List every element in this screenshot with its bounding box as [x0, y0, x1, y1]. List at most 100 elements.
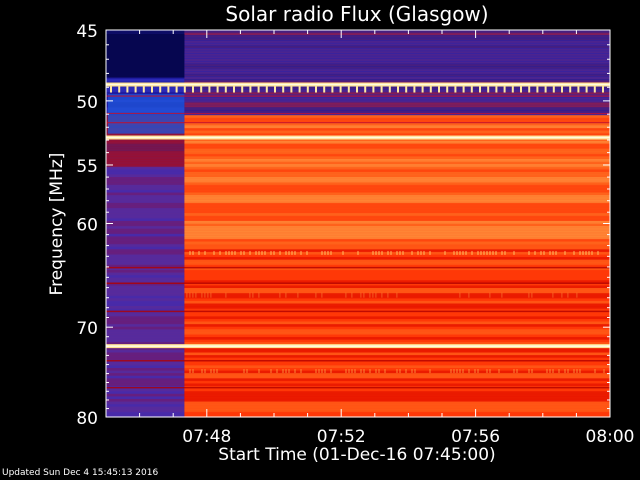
post-onset-row: [184, 91, 610, 96]
post-onset-row: [184, 161, 610, 165]
rfi-speck: [462, 250, 464, 255]
post-onset-row: [184, 233, 610, 237]
rfi-speck: [219, 250, 221, 255]
rfi-speck: [468, 292, 470, 298]
band-periodic-mark: [257, 86, 260, 93]
rfi-speck: [399, 250, 401, 255]
pre-onset-row: [106, 210, 185, 214]
pre-onset-row: [106, 316, 185, 320]
pre-onset-row: [106, 288, 185, 292]
post-onset-row: [184, 378, 610, 382]
rfi-speck: [567, 292, 569, 298]
pre-onset-row: [106, 174, 185, 178]
rfi-speck: [423, 250, 425, 255]
rfi-speck: [489, 369, 491, 374]
post-onset-row: [184, 365, 610, 369]
post-onset-row: [184, 277, 610, 281]
rfi-speck: [195, 292, 197, 298]
rfi-speck: [351, 369, 353, 374]
rfi-speck: [543, 250, 545, 255]
rfi-speck: [552, 250, 554, 255]
pre-onset-row: [106, 329, 185, 333]
rfi-speck: [561, 292, 563, 298]
rfi-speck: [513, 369, 515, 374]
post-onset-row: [184, 60, 610, 65]
rfi-speck: [192, 369, 194, 374]
band-periodic-mark: [265, 86, 268, 93]
pre-onset-row: [106, 169, 185, 173]
post-onset-row: [184, 35, 610, 39]
pre-onset-row: [106, 76, 185, 80]
rfi-speck: [378, 369, 380, 374]
band-periodic-mark: [274, 86, 276, 93]
band-periodic-mark: [208, 86, 211, 93]
rfi-speck: [459, 292, 461, 298]
post-onset-row: [184, 401, 610, 405]
post-onset-row: [184, 300, 610, 305]
post-onset-row: [184, 254, 610, 258]
rfi-speck: [564, 369, 566, 374]
post-onset-row: [184, 42, 610, 47]
post-onset-row: [184, 200, 610, 204]
band-periodic-mark: [372, 86, 375, 93]
post-onset-row: [184, 259, 610, 263]
rfi-speck: [285, 250, 287, 255]
pre-onset-row: [106, 200, 185, 204]
post-onset-row: [184, 164, 610, 168]
pre-onset-row: [106, 184, 185, 188]
pre-onset-row: [106, 347, 185, 351]
post-onset-row: [184, 257, 610, 261]
rfi-speck: [585, 250, 587, 255]
rfi-speck: [225, 250, 227, 255]
pre-onset-row: [106, 339, 185, 343]
x-axis-label: Start Time (01-Dec-16 07:45:00): [218, 445, 495, 465]
rfi-speck: [345, 369, 347, 374]
band-periodic-mark: [241, 86, 244, 93]
rfi-speck: [528, 369, 530, 374]
pre-onset-row: [106, 355, 185, 359]
rfi-speck: [204, 292, 206, 298]
post-onset-row: [184, 220, 610, 225]
rfi-speck: [297, 292, 299, 298]
post-onset-row: [184, 32, 610, 36]
pre-onset-row: [106, 159, 185, 163]
rfi-speck: [531, 292, 533, 298]
post-onset-row: [184, 102, 610, 106]
post-onset-row: [184, 218, 610, 222]
emission-band-core: [106, 83, 610, 86]
pre-onset-row: [106, 246, 185, 250]
rfi-speck: [225, 292, 227, 298]
pre-onset-row: [106, 236, 185, 240]
band-periodic-mark: [479, 86, 481, 93]
y-tick-label: 45: [76, 22, 98, 42]
post-onset-row: [184, 228, 610, 232]
band-periodic-mark: [175, 86, 178, 93]
y-tick-label: 55: [76, 157, 98, 177]
post-onset-row: [184, 50, 610, 54]
post-onset-row: [184, 45, 610, 49]
post-onset-row: [184, 71, 610, 75]
band-periodic-mark: [200, 86, 203, 93]
post-onset-row: [184, 48, 610, 52]
rfi-speck: [330, 369, 332, 374]
post-onset-row: [184, 223, 610, 227]
rfi-speck: [330, 250, 332, 255]
post-onset-row: [184, 215, 610, 219]
post-onset-row: [184, 99, 610, 103]
pre-onset-row: [106, 298, 185, 302]
post-onset-row: [184, 68, 610, 72]
post-onset-row: [184, 226, 610, 230]
band-periodic-mark: [388, 86, 391, 93]
band-periodic-mark: [224, 86, 227, 93]
pre-onset-row: [106, 391, 185, 395]
rfi-speck: [471, 250, 473, 255]
band-periodic-mark: [151, 86, 153, 93]
rfi-speck: [594, 369, 596, 374]
rfi-speck: [387, 292, 389, 298]
band-periodic-mark: [602, 86, 604, 93]
rfi-speck: [357, 250, 359, 255]
rfi-speck: [360, 369, 362, 374]
post-onset-row: [184, 138, 610, 142]
pre-onset-row: [106, 411, 185, 416]
post-onset-row: [184, 140, 610, 145]
